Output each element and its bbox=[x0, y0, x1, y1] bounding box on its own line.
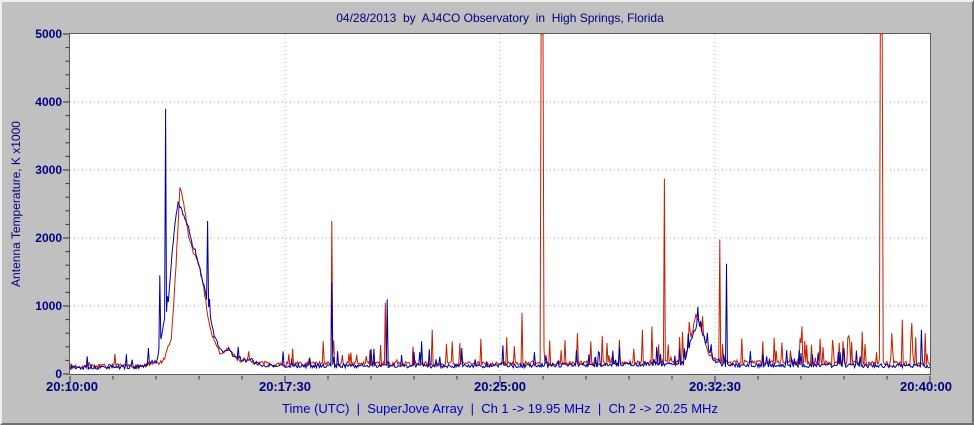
chart-title: 04/28/2013 by AJ4CO Observatory in High … bbox=[336, 11, 664, 25]
x-tick-label: 20:10:00 bbox=[45, 379, 99, 394]
x-tick-label: 20:40:00 bbox=[899, 379, 953, 394]
y-tick-label: 0 bbox=[55, 367, 62, 381]
x-tick-label: 20:32:30 bbox=[688, 379, 742, 394]
x-axis-caption: Time (UTC) | SuperJove Array | Ch 1 -> 1… bbox=[282, 401, 718, 416]
plot-area bbox=[69, 33, 931, 375]
y-tick-label: 5000 bbox=[35, 27, 62, 41]
y-tick-label: 2000 bbox=[35, 231, 62, 245]
y-axis-title: Antenna Temperature, K x1000 bbox=[9, 121, 23, 287]
x-tick-label: 20:17:30 bbox=[258, 379, 312, 394]
y-tick-label: 3000 bbox=[35, 163, 62, 177]
y-tick-label: 4000 bbox=[35, 95, 62, 109]
y-tick-label: 1000 bbox=[35, 299, 62, 313]
x-tick-label: 20:25:00 bbox=[473, 379, 527, 394]
chart-canvas bbox=[70, 34, 930, 374]
